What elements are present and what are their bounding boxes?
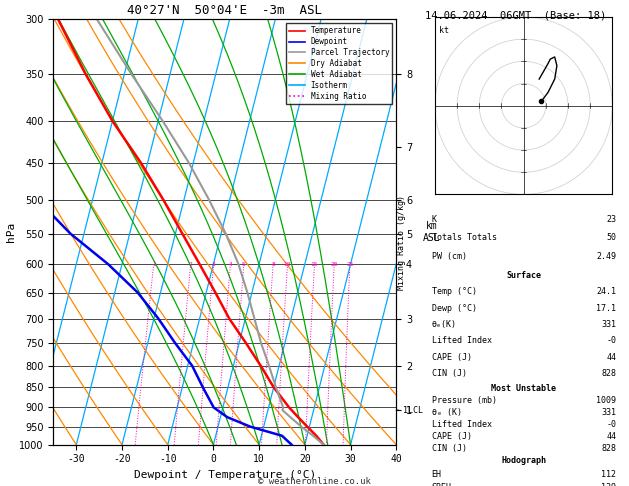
Text: 2.49: 2.49 [596, 252, 616, 261]
Text: Temp (°C): Temp (°C) [431, 287, 477, 296]
Text: 139: 139 [601, 483, 616, 486]
Text: Lifted Index: Lifted Index [431, 336, 492, 345]
Text: 828: 828 [601, 369, 616, 378]
Text: 112: 112 [601, 469, 616, 479]
Text: Totals Totals: Totals Totals [431, 233, 497, 243]
Text: © weatheronline.co.uk: © weatheronline.co.uk [258, 477, 371, 486]
Text: 828: 828 [601, 444, 616, 453]
Text: 17.1: 17.1 [596, 304, 616, 312]
Text: θₑ(K): θₑ(K) [431, 320, 457, 329]
Text: 4: 4 [228, 262, 232, 267]
Text: Pressure (mb): Pressure (mb) [431, 396, 497, 405]
Text: 1: 1 [152, 262, 155, 267]
Y-axis label: km
ASL: km ASL [423, 221, 440, 243]
Text: PW (cm): PW (cm) [431, 252, 467, 261]
Text: 1LCL: 1LCL [403, 406, 423, 415]
Text: CIN (J): CIN (J) [431, 369, 467, 378]
Text: 8: 8 [271, 262, 275, 267]
Text: 23: 23 [606, 215, 616, 224]
Title: 40°27'N  50°04'E  -3m  ASL: 40°27'N 50°04'E -3m ASL [127, 4, 323, 17]
Text: 44: 44 [606, 352, 616, 362]
Text: Dewp (°C): Dewp (°C) [431, 304, 477, 312]
Text: 50: 50 [606, 233, 616, 243]
Text: CIN (J): CIN (J) [431, 444, 467, 453]
Text: θₑ (K): θₑ (K) [431, 408, 462, 417]
Text: -0: -0 [606, 420, 616, 429]
X-axis label: Dewpoint / Temperature (°C): Dewpoint / Temperature (°C) [134, 470, 316, 480]
Text: kt: kt [440, 26, 449, 35]
Legend: Temperature, Dewpoint, Parcel Trajectory, Dry Adiabat, Wet Adiabat, Isotherm, Mi: Temperature, Dewpoint, Parcel Trajectory… [286, 23, 392, 104]
Text: -0: -0 [606, 336, 616, 345]
Y-axis label: hPa: hPa [6, 222, 16, 242]
Text: 14.06.2024  06GMT  (Base: 18): 14.06.2024 06GMT (Base: 18) [425, 11, 606, 21]
Text: K: K [431, 215, 437, 224]
Text: EH: EH [431, 469, 442, 479]
Text: 25: 25 [346, 262, 353, 267]
Text: 5: 5 [242, 262, 246, 267]
Text: CAPE (J): CAPE (J) [431, 352, 472, 362]
Text: 10: 10 [284, 262, 291, 267]
Text: 2: 2 [189, 262, 192, 267]
Text: 44: 44 [606, 432, 616, 441]
Text: 3: 3 [212, 262, 216, 267]
Text: 331: 331 [601, 320, 616, 329]
Text: 20: 20 [330, 262, 338, 267]
Text: 1009: 1009 [596, 396, 616, 405]
Text: 331: 331 [601, 408, 616, 417]
Text: Most Unstable: Most Unstable [491, 384, 557, 393]
Text: 15: 15 [311, 262, 318, 267]
Text: Surface: Surface [506, 271, 542, 280]
Text: CAPE (J): CAPE (J) [431, 432, 472, 441]
Text: SREH: SREH [431, 483, 452, 486]
Text: Lifted Index: Lifted Index [431, 420, 492, 429]
Text: 24.1: 24.1 [596, 287, 616, 296]
Text: Hodograph: Hodograph [501, 456, 547, 466]
Text: Mixing Ratio (g/kg): Mixing Ratio (g/kg) [397, 195, 406, 291]
